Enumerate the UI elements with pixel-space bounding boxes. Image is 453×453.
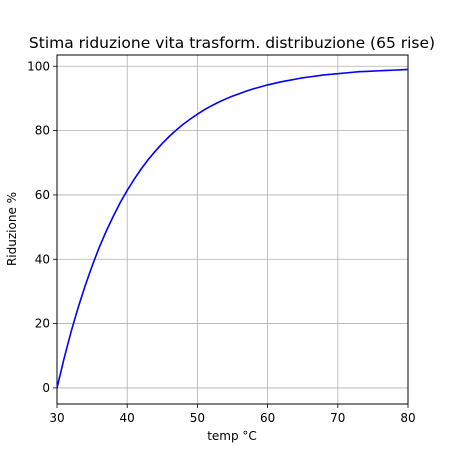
- y-tick-label-5: 100: [27, 59, 50, 73]
- x-axis-label: temp °C: [207, 429, 257, 443]
- y-tick-label-0: 0: [42, 381, 50, 395]
- series-line: [56, 68, 409, 389]
- x-tick-label-5: 80: [400, 411, 415, 425]
- y-tick-label-2: 40: [35, 252, 50, 266]
- ticks: 30 40 50 60 70 80 0 20 40 60 80 100: [27, 59, 416, 425]
- y-tick-label-1: 20: [35, 317, 50, 331]
- x-tick-label-0: 30: [49, 411, 64, 425]
- plot-frame: [56, 54, 409, 405]
- x-tick-label-2: 50: [190, 411, 205, 425]
- y-tick-label-4: 80: [35, 124, 50, 138]
- x-tick-label-3: 60: [260, 411, 275, 425]
- y-axis-label: Riduzione %: [5, 192, 19, 266]
- grid: [56, 55, 409, 404]
- x-tick-label-1: 40: [120, 411, 135, 425]
- chart-title: Stima riduzione vita trasform. distribuz…: [29, 34, 435, 52]
- y-tick-label-3: 60: [35, 188, 50, 202]
- x-tick-label-4: 70: [330, 411, 345, 425]
